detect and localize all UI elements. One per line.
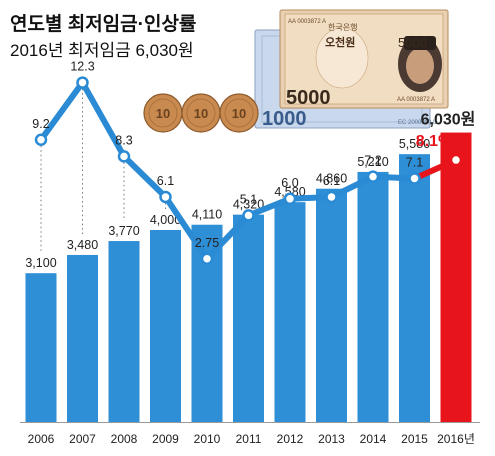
chart-title: 연도별 최저임금·인상률	[10, 13, 196, 35]
rate-label-2010: 2.75	[195, 236, 219, 250]
rate-marker-2009	[159, 190, 172, 204]
bar-label-2007: 3,480	[67, 238, 98, 252]
bar-2012	[274, 202, 306, 422]
chart-subtitle: 2016년 최저임금 6,030원	[10, 41, 194, 60]
bar-label-2016년: 6,030원	[421, 111, 476, 129]
coin-icon-2: 10	[181, 93, 221, 133]
x-tick-2007: 2007	[69, 432, 96, 446]
bar-2008	[108, 241, 140, 422]
banknote-1000-value: 1000	[262, 108, 307, 130]
dotted-guide-lines	[40, 88, 166, 254]
bar-label-2008: 3,770	[108, 224, 139, 238]
rate-label-2011: 5.1	[240, 192, 257, 206]
banknote-5000-value-top: 5000	[398, 35, 427, 50]
bar-label-2013: 4,860	[316, 172, 347, 186]
x-tick-2016년: 2016년	[437, 432, 475, 446]
rate-label-2009: 6.1	[157, 174, 174, 188]
x-tick-2012: 2012	[277, 432, 304, 446]
bar-2013	[316, 188, 347, 422]
rate-label-2016년: 8.1%	[416, 133, 452, 150]
rate-label-2008: 8.3	[115, 133, 132, 147]
x-axis: 2006 2007 2008 2009 2010 2011 2012 2013 2014 2015…	[20, 422, 480, 446]
rate-marker-2015	[408, 172, 421, 185]
rate-marker-2014	[366, 170, 380, 183]
bar-2007	[67, 254, 98, 422]
x-tick-2013: 2013	[318, 432, 345, 446]
bar-label-2011: 4,320	[233, 198, 264, 212]
banknote-5000-icon: AA 0003872 A 한국은행 오천원 5000 5000 AA 00038…	[279, 9, 449, 109]
money-illustration: 1000 EC 2000000 L AA 0003872 A 한국은행 오천원 …	[143, 9, 449, 133]
rate-marker-2008	[117, 150, 131, 163]
coin-icon-1: 10	[143, 93, 183, 133]
bar-2006	[25, 273, 57, 422]
x-tick-2015: 2015	[401, 432, 428, 446]
rate-label-2013: 6.1	[323, 174, 340, 188]
increase-rate-line	[38, 79, 459, 262]
banknote-5000-name: 오천원	[325, 35, 355, 49]
banknote-5000-bank: 한국은행	[328, 22, 357, 32]
bar-label-2015: 5,580	[399, 137, 430, 151]
bar-2009	[150, 230, 181, 422]
increase-rate-labels: 9.2 12.3 8.3 6.1 2.75 5.1 6.0 6.1 7.2 7.1 8.1%	[32, 60, 452, 250]
bar-2011	[233, 214, 264, 422]
x-tick-2009: 2009	[152, 432, 179, 446]
increase-rate-markers	[34, 76, 463, 266]
x-tick-2006: 2006	[28, 432, 55, 446]
bar-label-2010: 4,110	[192, 208, 222, 222]
bar-2016년	[440, 132, 472, 422]
rate-marker-2006	[34, 133, 48, 147]
bar-label-2014: 5,210	[357, 155, 388, 169]
x-tick-2014: 2014	[360, 432, 387, 446]
bar-label-2006: 3,100	[25, 256, 56, 270]
rate-marker-2012	[283, 192, 297, 206]
bar-2015	[399, 154, 430, 422]
banknote-5000-serial: AA 0003872 A	[288, 19, 326, 25]
rate-line-path	[38, 79, 418, 262]
bar-2014	[357, 171, 389, 422]
rate-label-2015: 7.1	[406, 156, 423, 170]
rate-marker-2011	[242, 209, 255, 222]
banknote-5000-value: 5000	[286, 87, 331, 109]
x-tick-2010: 2010	[194, 432, 221, 446]
coin-label-3: 10	[232, 106, 246, 121]
x-tick-2008: 2008	[111, 432, 138, 446]
rate-label-2007: 12.3	[70, 60, 94, 74]
coin-label-2: 10	[194, 106, 208, 121]
x-tick-2011: 2011	[236, 432, 262, 446]
banknote-1000-serial: EC 2000000 L	[398, 120, 437, 126]
wage-bars	[25, 132, 472, 422]
rate-line-2016-segment	[411, 157, 459, 182]
coin-label-1: 10	[156, 106, 170, 121]
bar-label-2009: 4,000	[150, 213, 181, 227]
rate-marker-2013	[325, 190, 338, 204]
coin-icon-3: 10	[219, 93, 259, 133]
rate-marker-2016년	[449, 153, 463, 167]
rate-marker-2007	[76, 76, 89, 89]
banknote-5000-serial-bottom: AA 0003872 A	[397, 97, 435, 103]
rate-label-2014: 7.2	[364, 154, 381, 168]
rate-label-2006: 9.2	[32, 117, 49, 131]
rate-label-2012: 6.0	[281, 176, 298, 190]
rate-marker-2010	[200, 252, 214, 266]
